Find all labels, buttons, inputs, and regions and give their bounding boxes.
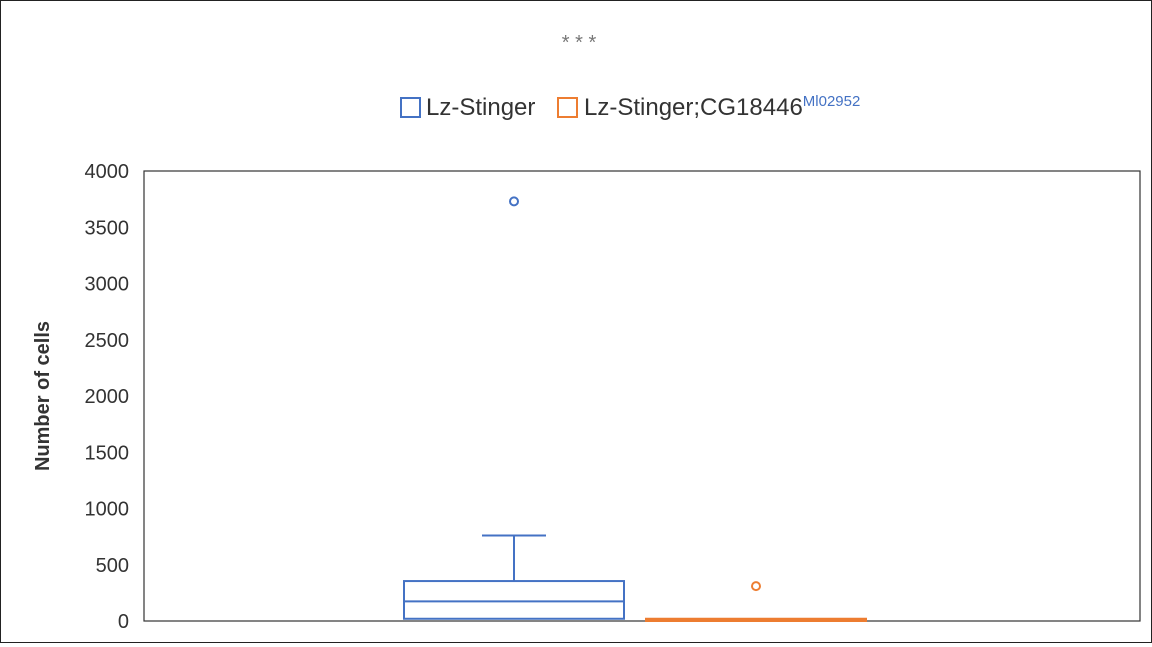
y-tick-label: 500 [96, 555, 129, 577]
y-tick-label: 0 [118, 611, 129, 633]
legend-label-superscript: Ml02952 [803, 93, 861, 110]
y-tick-label: 1500 [85, 442, 130, 464]
legend-label-lz-stinger-cg18446: Lz-Stinger;CG18446Ml02952 [584, 93, 860, 121]
legend-label-main: Lz-Stinger;CG18446 [584, 94, 803, 121]
y-axis-ticks: 0 500 1000 1500 2000 2500 3000 3500 4000 [85, 161, 130, 633]
legend: Lz-Stinger Lz-Stinger;CG18446Ml02952 [400, 93, 860, 121]
box-group-0 [403, 196, 625, 620]
legend-item-lz-stinger: Lz-Stinger [400, 94, 535, 121]
y-tick-label: 3500 [85, 217, 130, 239]
significance-marker: * * * [562, 32, 597, 54]
box-series [403, 196, 867, 622]
y-axis-label: Number of cells [32, 321, 54, 471]
plot-area [143, 170, 1141, 622]
iqr-box [403, 580, 625, 620]
outlier-point [509, 196, 519, 207]
y-tick-label: 2000 [85, 386, 130, 408]
outlier-point [751, 581, 761, 592]
legend-swatch-lz-stinger-cg18446 [557, 97, 578, 118]
box-group-1 [645, 581, 867, 622]
y-tick-label: 2500 [85, 330, 130, 352]
y-tick-label: 4000 [85, 161, 130, 183]
y-tick-label: 3000 [85, 274, 130, 296]
legend-swatch-lz-stinger [400, 97, 421, 118]
y-tick-label: 1000 [85, 499, 130, 521]
legend-label-lz-stinger: Lz-Stinger [426, 94, 535, 121]
legend-item-lz-stinger-cg18446: Lz-Stinger;CG18446Ml02952 [557, 93, 860, 121]
